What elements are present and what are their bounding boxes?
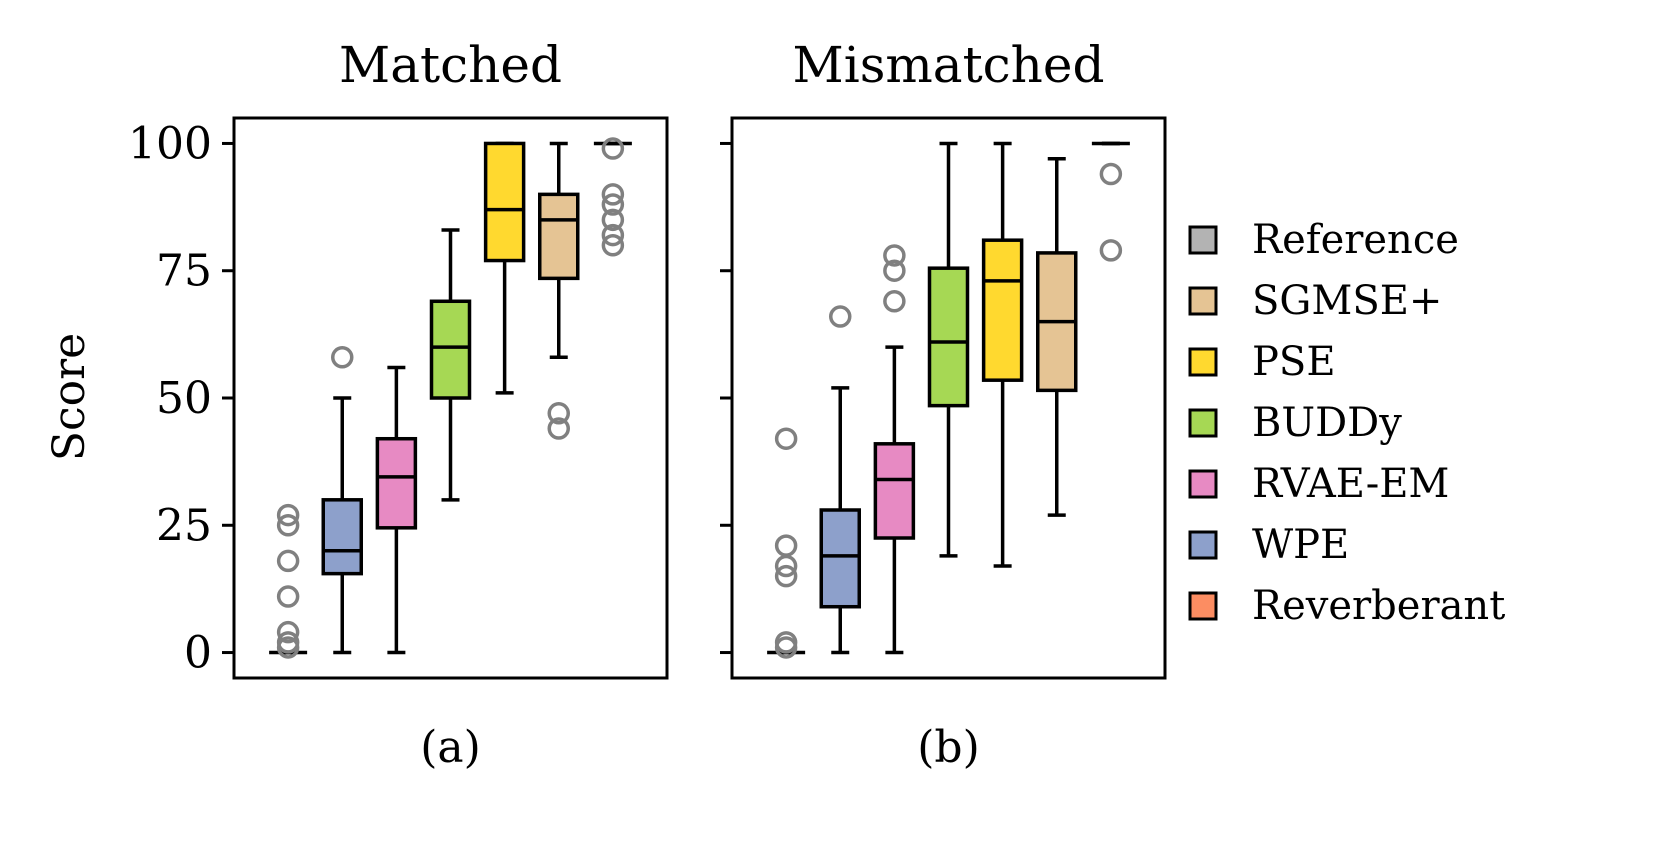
legend-label-rvae-em: RVAE-EM [1252,461,1449,507]
legend-item-pse: PSE [1188,339,1336,385]
box-mismatched-pse [981,141,1024,568]
box-matched-reference [593,137,632,257]
legend-swatch-reverberant [1188,591,1218,621]
outlier-matched-reverberant-2 [276,620,300,644]
box-body-matched-wpe [321,498,363,576]
legend-label-reference: Reference [1252,217,1459,263]
outlier-matched-wpe-0 [331,346,354,369]
box-mismatched-wpe [819,305,861,655]
outlier-matched-reference-4 [601,183,625,206]
box-matched-reverberant [269,503,308,659]
plot-frame-matched [232,116,669,680]
outlier-matched-sgmse-1 [547,402,570,425]
y-axis-label: Score [44,333,95,461]
box-body-matched-buddy [429,299,472,400]
legend-label-pse: PSE [1252,339,1336,385]
legend-label-sgmse: SGMSE+ [1252,278,1442,324]
box-body-matched-pse [483,141,526,263]
outlier-matched-reference-5 [601,137,625,160]
panel-matched: Matched (a) 0 25 50 75 100 [128,36,669,773]
outlier-mismatched-reverberant-1 [774,631,798,654]
box-mismatched-buddy [927,141,970,558]
legend-swatch-pse [1188,347,1218,377]
legend-item-buddy: BUDDy [1188,400,1402,446]
y-tick-label-25: 25 [156,500,212,551]
legend-swatch-sgmse [1188,286,1218,316]
outlier-matched-reference-3 [601,193,625,216]
box-matched-pse [483,141,526,395]
outlier-matched-reference-0 [601,234,625,257]
outlier-mismatched-reverberant-2 [774,564,798,588]
outlier-mismatched-reverberant-4 [774,534,798,557]
outlier-mismatched-reverberant-5 [774,427,798,450]
y-tick-label-75: 75 [156,246,212,297]
box-matched-sgmse [538,141,580,440]
legend-item-wpe: WPE [1188,522,1349,568]
legend-label-wpe: WPE [1252,522,1349,568]
panel-title-matched: Matched [339,36,562,94]
box-body-mismatched-rvae-em [873,442,916,540]
panel-sublabel-matched: (a) [420,722,481,773]
box-matched-rvae-em [375,365,418,655]
box-mismatched-reverberant [767,427,806,659]
legend-item-sgmse: SGMSE+ [1188,278,1442,324]
outlier-mismatched-reference-0 [1099,239,1123,262]
box-mismatched-sgmse [1036,156,1078,517]
outlier-mismatched-rvae-em-2 [883,244,906,267]
panel-sublabel-mismatched: (b) [917,722,980,773]
legend-label-buddy: BUDDy [1252,400,1402,446]
box-body-mismatched-pse [981,238,1024,382]
legend-label-reverberant: Reverberant [1252,583,1505,629]
outlier-matched-reverberant-5 [276,514,300,537]
box-matched-buddy [429,228,472,502]
legend-swatch-rvae-em [1188,469,1218,499]
outlier-mismatched-wpe-0 [829,305,852,328]
legend-item-reverberant: Reverberant [1188,583,1505,629]
box-body-mismatched-buddy [927,266,970,408]
legend: Reference SGMSE+ PSE BUDDy RVAE-EM WPE Reverbe… [1188,217,1505,629]
outlier-matched-reference-1 [601,223,625,247]
box-body-mismatched-wpe [819,508,861,609]
legend-item-rvae-em: RVAE-EM [1188,461,1449,507]
outlier-matched-reference-2 [601,208,625,232]
outlier-mismatched-reference-1 [1099,162,1123,186]
outlier-matched-reverberant-3 [276,585,300,608]
legend-swatch-wpe [1188,530,1218,560]
outlier-mismatched-rvae-em-1 [883,259,906,282]
outlier-matched-reverberant-6 [276,503,300,527]
outlier-mismatched-rvae-em-0 [883,290,906,313]
plot-frame-mismatched [730,116,1167,680]
panel-title-mismatched: Mismatched [793,36,1105,94]
box-matched-wpe [321,346,363,655]
legend-swatch-buddy [1188,408,1218,438]
box-mismatched-reference [1091,141,1130,262]
box-body-matched-sgmse [538,192,580,281]
legend-item-reference: Reference [1188,217,1459,263]
box-mismatched-rvae-em [873,244,916,655]
panel-mismatched: Mismatched (b) [720,36,1167,773]
outlier-matched-reverberant-1 [276,631,300,654]
legend-swatch-reference [1188,225,1218,255]
outlier-matched-reverberant-4 [276,549,300,573]
box-body-matched-rvae-em [375,436,418,530]
outlier-matched-sgmse-0 [547,417,570,440]
y-tick-label-50: 50 [156,373,212,424]
y-tick-label-0: 0 [184,628,212,679]
y-tick-label-100: 100 [128,118,212,169]
